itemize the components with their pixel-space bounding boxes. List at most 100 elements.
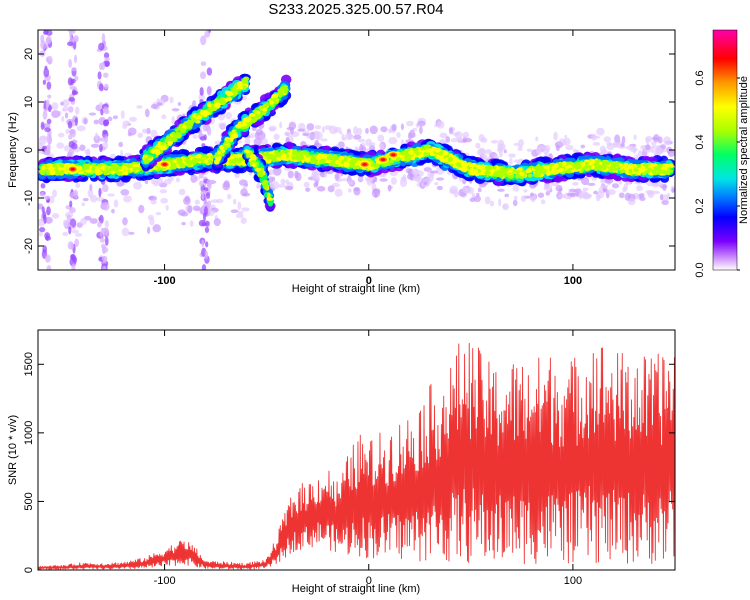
spectrogram-streak	[204, 226, 210, 234]
spectrogram-speckle	[269, 127, 276, 132]
spectrogram-speckle	[175, 177, 180, 183]
spectrogram-streak	[43, 195, 50, 200]
spectrogram-speckle	[637, 149, 643, 158]
spectrogram-streak	[69, 78, 75, 86]
spectrogram-speckle	[255, 128, 264, 136]
spectrogram-speckle	[542, 147, 550, 155]
spectrogram-speckle	[347, 188, 352, 193]
spectrogram-speckle	[559, 187, 563, 192]
spectrogram-streak	[46, 118, 52, 125]
spectrogram-streak	[67, 120, 73, 129]
spectrogram-speckle	[366, 177, 373, 186]
spectrogram-speckle	[569, 192, 576, 198]
spectrogram-speckle	[633, 134, 637, 140]
spectrogram-speckle	[409, 129, 416, 139]
spectrogram-speckle	[279, 121, 283, 129]
spectrogram-speckle	[333, 126, 342, 133]
spectrogram-speckle	[161, 114, 167, 120]
spectrogram-speckle	[334, 188, 343, 197]
spectrogram-streak	[102, 184, 109, 193]
spectrogram-streak	[70, 128, 76, 138]
spectrogram-speckle	[450, 138, 460, 143]
spectrogram-streak	[97, 71, 102, 80]
spectrogram-speckle	[538, 145, 546, 150]
spectrogram-streak	[97, 221, 102, 228]
spectrogram-speckle	[478, 134, 485, 142]
spectrogram-speckle	[316, 134, 320, 141]
spectrogram-streak	[104, 57, 110, 62]
spectrogram-speckle	[75, 182, 81, 189]
spectrogram-streak	[46, 99, 50, 108]
spectrogram-speckle	[388, 136, 398, 145]
spectrogram-speckle	[513, 195, 518, 201]
spectrogram-speckle	[445, 136, 451, 143]
spectrogram-speckle	[526, 148, 533, 152]
spectrogram-speckle	[657, 136, 663, 144]
spectrogram-speckle	[607, 188, 616, 196]
spectrogram-speckle	[268, 169, 274, 176]
spectrogram-speckle	[271, 176, 276, 182]
spectrogram-streak	[42, 110, 48, 120]
spectrogram-streak	[68, 97, 76, 102]
spectrogram-speckle	[572, 181, 579, 186]
spectrogram-streak	[206, 179, 212, 187]
spectrogram-speckle	[638, 193, 645, 198]
spectrogram-speckle	[448, 127, 454, 135]
spectrogram-streak	[103, 109, 110, 115]
spectrogram-speckle	[192, 134, 198, 139]
spectrogram-speckle	[239, 179, 248, 186]
spectrogram-speckle	[122, 124, 128, 129]
spectrogram-speckle	[475, 142, 481, 149]
spectrogram-speckle	[353, 134, 362, 140]
spectrogram-streak	[46, 30, 53, 36]
spectrogram-speckle	[60, 101, 64, 106]
spectrogram-speckle	[434, 182, 439, 186]
spectrogram-speckle	[312, 174, 320, 182]
spectrogram-speckle	[150, 199, 157, 205]
spectrogram-speckle	[61, 116, 65, 123]
spectrogram-speckle	[153, 180, 159, 187]
spectrogram-speckle	[146, 226, 151, 235]
spectrogram-speckle	[623, 183, 629, 191]
spectrogram-speckle	[579, 190, 588, 198]
spectrogram-speckle	[295, 172, 302, 182]
spectrogram-speckle	[38, 231, 43, 237]
spectrogram-streak	[71, 263, 76, 270]
spectrogram-speckle	[107, 116, 113, 122]
spectrogram-speckle	[600, 184, 609, 189]
spectrogram-speckle	[171, 116, 175, 125]
spectrogram-speckle	[120, 110, 125, 119]
spectrogram-speckle	[618, 145, 626, 149]
spectrogram-speckle	[417, 120, 426, 127]
spectrogram-speckle	[667, 149, 675, 157]
spectrogram-speckle	[645, 189, 654, 194]
spectrogram-speckle	[339, 131, 343, 135]
spectrogram-speckle	[636, 185, 643, 192]
spectrogram-streak	[69, 30, 73, 39]
spectrogram-speckle	[565, 144, 574, 151]
spectrogram-speckle	[82, 197, 89, 202]
spectrogram-speckle	[306, 123, 315, 131]
spectrogram-speckle	[621, 136, 626, 144]
spectrogram-streak	[204, 30, 211, 38]
spectrogram-streak	[206, 67, 213, 76]
spectrogram-streak	[68, 59, 72, 68]
spectrogram-speckle	[181, 222, 186, 226]
spectrogram-speckle	[371, 188, 381, 198]
spectrogram-speckle	[580, 144, 586, 149]
spectrogram-streak	[99, 137, 107, 142]
spectrogram-streak	[199, 208, 205, 215]
spectrogram-speckle	[273, 133, 280, 141]
spectrogram-speckle	[187, 205, 193, 214]
spectrogram-streak	[206, 85, 212, 96]
spectrogram-speckle	[663, 136, 672, 146]
spectrogram-speckle	[582, 187, 589, 192]
spectrogram-speckle	[337, 141, 345, 149]
spectrogram-streak	[40, 121, 45, 131]
spectrogram-streak	[47, 94, 52, 99]
spectrogram-streak	[102, 201, 110, 211]
spectrogram-streak	[98, 83, 104, 92]
spectrogram-streak	[200, 35, 207, 46]
spectrogram-speckle	[121, 227, 130, 237]
